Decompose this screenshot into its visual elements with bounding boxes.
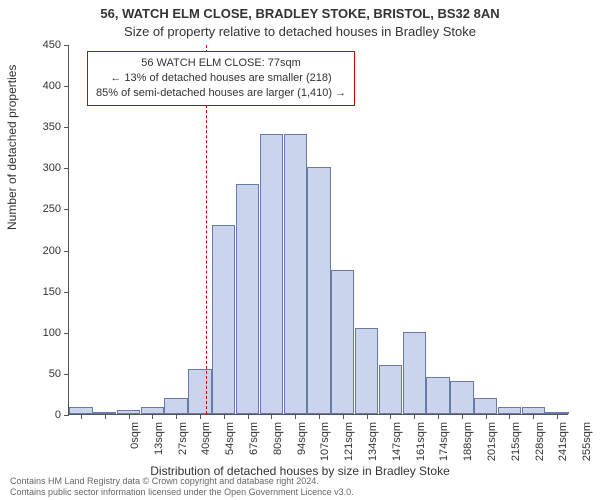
- ytick-line: [64, 251, 69, 252]
- xtick-label: 174sqm: [438, 416, 450, 466]
- xtick-line: [509, 414, 510, 419]
- xtick-label: 147sqm: [391, 416, 403, 466]
- xtick-label: 27sqm: [177, 416, 189, 466]
- histogram-bar: [355, 328, 378, 414]
- xtick-label: 255sqm: [581, 416, 593, 466]
- chart-container: 56, WATCH ELM CLOSE, BRADLEY STOKE, BRIS…: [0, 0, 600, 500]
- xtick-line: [486, 414, 487, 419]
- xtick-line: [176, 414, 177, 419]
- xtick-line: [105, 414, 106, 419]
- ytick-label: 300: [43, 162, 61, 174]
- plot-area: 0501001502002503003504004500sqm13sqm27sq…: [68, 45, 568, 415]
- xtick-label: 134sqm: [367, 416, 379, 466]
- histogram-bar: [331, 270, 354, 414]
- xtick-label: 40sqm: [200, 416, 212, 466]
- xtick-line: [200, 414, 201, 419]
- annotation-line-2: ← 13% of detached houses are smaller (21…: [96, 71, 346, 86]
- histogram-bar: [307, 167, 330, 414]
- xtick-label: 54sqm: [224, 416, 236, 466]
- histogram-bar: [212, 225, 235, 414]
- ytick-line: [64, 45, 69, 46]
- xtick-line: [271, 414, 272, 419]
- xtick-line: [319, 414, 320, 419]
- ytick-line: [64, 374, 69, 375]
- chart-title-sub: Size of property relative to detached ho…: [0, 24, 600, 39]
- xtick-line: [533, 414, 534, 419]
- xtick-line: [295, 414, 296, 419]
- footer-line-1: Contains HM Land Registry data © Crown c…: [10, 476, 354, 487]
- xtick-line: [248, 414, 249, 419]
- ytick-label: 250: [43, 203, 61, 215]
- xtick-label: 161sqm: [415, 416, 427, 466]
- xtick-label: 228sqm: [534, 416, 546, 466]
- histogram-bar: [188, 369, 211, 414]
- histogram-bar: [164, 398, 187, 414]
- ytick-line: [64, 209, 69, 210]
- y-axis-label: Number of detached properties: [5, 65, 19, 230]
- ytick-line: [64, 292, 69, 293]
- xtick-line: [557, 414, 558, 419]
- ytick-label: 0: [55, 409, 61, 421]
- ytick-line: [64, 415, 69, 416]
- xtick-line: [81, 414, 82, 419]
- annotation-line-1: 56 WATCH ELM CLOSE: 77sqm: [96, 56, 346, 71]
- xtick-line: [367, 414, 368, 419]
- xtick-label: 0sqm: [129, 416, 141, 466]
- histogram-bar: [260, 134, 283, 414]
- ytick-label: 450: [43, 39, 61, 51]
- xtick-label: 80sqm: [272, 416, 284, 466]
- xtick-line: [343, 414, 344, 419]
- annotation-line-3: 85% of semi-detached houses are larger (…: [96, 86, 346, 101]
- ytick-label: 400: [43, 80, 61, 92]
- xtick-label: 13sqm: [153, 416, 165, 466]
- xtick-label: 241sqm: [557, 416, 569, 466]
- xtick-label: 201sqm: [486, 416, 498, 466]
- xtick-label: 67sqm: [248, 416, 260, 466]
- xtick-line: [390, 414, 391, 419]
- ytick-label: 350: [43, 121, 61, 133]
- histogram-bar: [379, 365, 402, 414]
- xtick-label: 107sqm: [319, 416, 331, 466]
- footer-attribution: Contains HM Land Registry data © Crown c…: [10, 476, 354, 498]
- annotation-box: 56 WATCH ELM CLOSE: 77sqm← 13% of detach…: [87, 51, 355, 106]
- xtick-line: [414, 414, 415, 419]
- histogram-bar: [450, 381, 473, 414]
- footer-line-2: Contains public sector information licen…: [10, 487, 354, 498]
- histogram-bar: [284, 134, 307, 414]
- ytick-label: 150: [43, 286, 61, 298]
- xtick-line: [438, 414, 439, 419]
- xtick-label: 188sqm: [462, 416, 474, 466]
- xtick-line: [224, 414, 225, 419]
- ytick-label: 50: [49, 368, 61, 380]
- histogram-bar: [474, 398, 497, 414]
- xtick-label: 121sqm: [343, 416, 355, 466]
- xtick-line: [152, 414, 153, 419]
- histogram-bar: [426, 377, 449, 414]
- ytick-line: [64, 86, 69, 87]
- ytick-label: 100: [43, 327, 61, 339]
- ytick-line: [64, 333, 69, 334]
- ytick-line: [64, 127, 69, 128]
- xtick-label: 94sqm: [296, 416, 308, 466]
- ytick-line: [64, 168, 69, 169]
- ytick-label: 200: [43, 245, 61, 257]
- histogram-bar: [403, 332, 426, 414]
- xtick-line: [462, 414, 463, 419]
- chart-title-main: 56, WATCH ELM CLOSE, BRADLEY STOKE, BRIS…: [0, 6, 600, 21]
- histogram-bar: [236, 184, 259, 414]
- xtick-line: [129, 414, 130, 419]
- xtick-label: 215sqm: [510, 416, 522, 466]
